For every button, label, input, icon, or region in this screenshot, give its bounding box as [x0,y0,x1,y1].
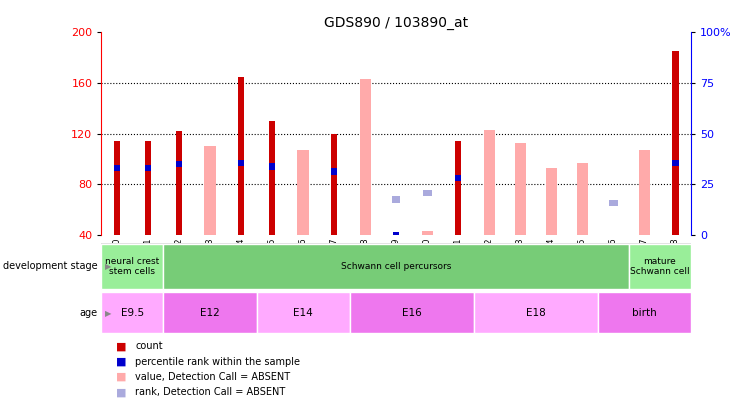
Bar [145,165,151,171]
Bar [114,141,120,235]
Bar [392,196,400,202]
Bar [455,141,461,235]
Bar [421,231,433,235]
Text: ▶: ▶ [105,262,112,271]
Bar [164,244,629,289]
Text: age: age [80,308,98,318]
Bar [238,160,244,166]
Bar [672,160,678,166]
Bar [101,244,164,289]
Text: birth: birth [632,308,657,318]
Bar [455,175,461,181]
Text: ■: ■ [116,341,127,351]
Text: percentile rank within the sample: percentile rank within the sample [135,357,300,367]
Bar [360,79,371,235]
Bar [672,51,678,235]
Bar [350,292,474,333]
Text: Schwann cell percursors: Schwann cell percursors [341,262,451,271]
Text: E9.5: E9.5 [121,308,144,318]
Text: mature
Schwann cell: mature Schwann cell [630,257,689,276]
Bar [269,121,275,235]
Bar [331,134,337,235]
Bar [577,163,588,235]
Bar [423,190,432,196]
Text: ■: ■ [116,388,127,397]
Text: ■: ■ [116,372,127,382]
Text: development stage: development stage [3,261,98,271]
Text: rank, Detection Call = ABSENT: rank, Detection Call = ABSENT [135,388,285,397]
Bar [484,130,495,235]
Text: E16: E16 [402,308,421,318]
Bar [514,143,526,235]
Bar [598,292,691,333]
Bar [331,168,337,175]
Text: E18: E18 [526,308,546,318]
Bar [474,292,598,333]
Bar [629,244,691,289]
Bar [114,165,120,171]
Text: ■: ■ [116,357,127,367]
Bar [257,292,350,333]
Bar [164,292,257,333]
Bar [297,150,309,235]
Text: ▶: ▶ [105,309,112,318]
Bar [639,150,650,235]
Bar [101,292,164,333]
Text: value, Detection Call = ABSENT: value, Detection Call = ABSENT [135,372,291,382]
Text: neural crest
stem cells: neural crest stem cells [105,257,159,276]
Bar [609,200,617,207]
Text: count: count [135,341,163,351]
Bar [546,168,557,235]
Bar [145,141,151,235]
Bar [176,131,182,235]
Bar [176,161,182,167]
Bar [238,77,244,235]
Title: GDS890 / 103890_at: GDS890 / 103890_at [324,16,468,30]
Bar [204,146,216,235]
Text: E12: E12 [200,308,220,318]
Bar [393,232,400,238]
Bar [269,163,275,170]
Text: E14: E14 [293,308,313,318]
